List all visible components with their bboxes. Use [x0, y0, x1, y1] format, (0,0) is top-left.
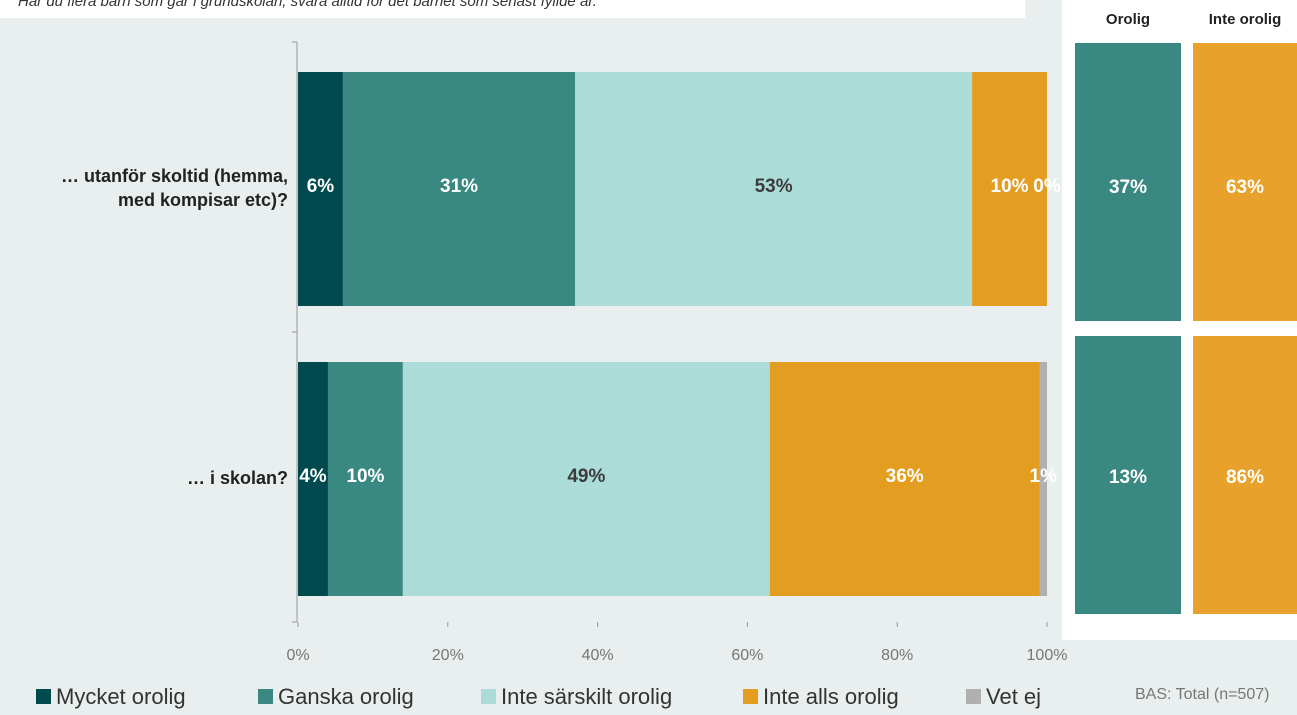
data-label: 4% [299, 466, 327, 487]
category-label: … utanför skoltid (hemma, med kompisar e… [60, 166, 288, 210]
subtitle-box [0, 0, 1025, 18]
x-tick-label: 60% [731, 647, 763, 664]
summary-box [1193, 336, 1297, 614]
data-label: 10% [346, 466, 384, 487]
x-tick-label: 80% [881, 647, 913, 664]
bar-segment [769, 362, 1040, 596]
summary-header: Orolig [1106, 11, 1150, 28]
footnote: BAS: Total (n=507) [1135, 686, 1269, 703]
legend-label: Inte särskilt orolig [501, 684, 672, 709]
summary-box [1193, 43, 1297, 321]
bar-segment [342, 72, 576, 306]
summary-box [1075, 336, 1181, 614]
x-tick-label: 0% [286, 647, 309, 664]
legend-label: Inte alls orolig [763, 684, 899, 709]
summary-box [1075, 43, 1181, 321]
legend-swatch [481, 689, 496, 704]
x-tick-label: 40% [582, 647, 614, 664]
data-label: 6% [307, 176, 335, 197]
data-label: 1% [1030, 466, 1058, 487]
legend-label: Vet ej [986, 684, 1041, 709]
summary-label: 63% [1226, 177, 1264, 198]
x-tick-label: 20% [432, 647, 464, 664]
category-label: … i skolan? [186, 468, 288, 488]
bar-segment [298, 362, 328, 596]
summary-label: 37% [1109, 177, 1147, 198]
legend-swatch [743, 689, 758, 704]
legend-swatch [258, 689, 273, 704]
subtitle: Har du flera barn som går i grundskolan,… [18, 0, 597, 10]
data-label: 10% [991, 176, 1029, 197]
data-label: 31% [440, 176, 478, 197]
summary-header: Inte orolig [1209, 11, 1282, 28]
bar-segment [327, 362, 403, 596]
bar-segment [402, 362, 770, 596]
bar-segment [1039, 362, 1047, 596]
summary-label: 13% [1109, 467, 1147, 488]
data-label: 49% [567, 466, 605, 487]
legend-swatch [36, 689, 51, 704]
legend-label: Mycket orolig [56, 684, 186, 709]
bar-segment [575, 72, 973, 306]
summary-label: 86% [1226, 467, 1264, 488]
data-label: 0% [1033, 176, 1061, 197]
data-label: 36% [886, 466, 924, 487]
bar-segment [972, 72, 1047, 306]
data-label: 53% [755, 176, 793, 197]
legend-swatch [966, 689, 981, 704]
x-tick-label: 100% [1027, 647, 1068, 664]
legend-label: Ganska orolig [278, 684, 414, 709]
bar-segment [298, 72, 343, 306]
